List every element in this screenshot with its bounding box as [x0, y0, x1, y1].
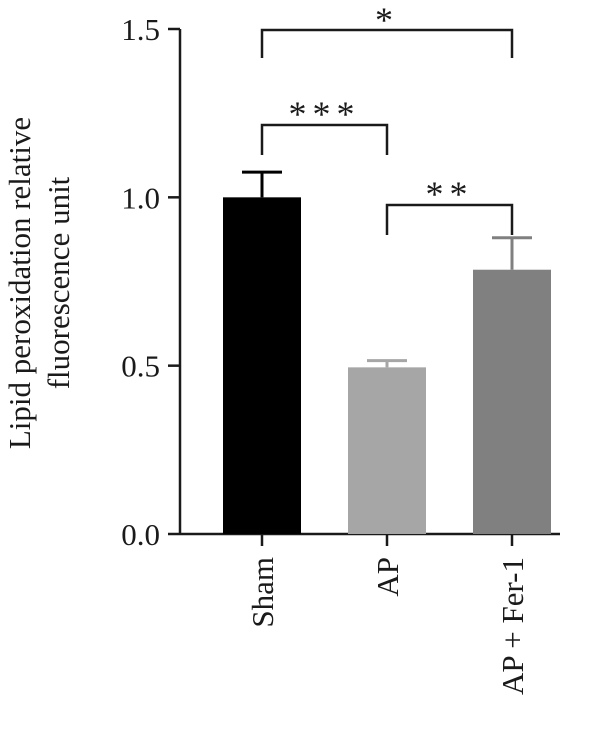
significance-label: ***: [289, 94, 361, 134]
significance-bracket: [385, 203, 514, 235]
y-tick-label: 0.5: [121, 349, 160, 384]
significance-bracket: [260, 123, 389, 155]
significance-label: **: [426, 174, 474, 214]
y-axis-ticks: 0.0 0.5 1.0 1.5: [121, 12, 180, 552]
bar-sham: [223, 197, 301, 535]
significance-bracket: [260, 28, 514, 58]
y-axis-title-line-1: Lipid peroxidation relative: [2, 117, 37, 449]
y-tick-label: 0.0: [121, 517, 160, 552]
x-category-label: Sham: [245, 557, 280, 628]
y-tick-label: 1.5: [121, 12, 160, 47]
y-axis-title: Lipid peroxidation relative fluorescence…: [2, 117, 76, 449]
x-axis-labels: Sham AP AP + Fer-1: [245, 557, 530, 695]
bars-group: [223, 170, 551, 546]
y-axis-title-line-2: fluorescence unit: [41, 176, 76, 389]
significance-label: *: [375, 0, 399, 40]
bar-ap: [348, 367, 426, 534]
y-tick-label: 1.0: [121, 180, 160, 215]
x-category-label: AP + Fer-1: [495, 557, 530, 695]
bar-ap-fer-1: [473, 269, 551, 534]
x-category-label: AP: [370, 557, 405, 597]
significance-brackets: ******: [260, 0, 514, 235]
